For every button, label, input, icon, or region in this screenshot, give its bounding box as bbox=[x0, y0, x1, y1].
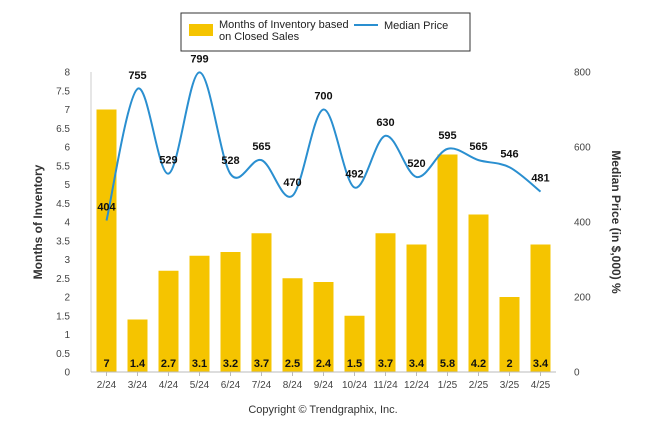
x-tick-label: 1/25 bbox=[438, 380, 458, 391]
left-tick-label: 8 bbox=[64, 68, 70, 79]
x-tick-label: 10/24 bbox=[342, 380, 367, 391]
inventory-bar bbox=[406, 244, 427, 372]
x-tick-label: 2/24 bbox=[97, 380, 117, 391]
bar-value-label: 1.4 bbox=[130, 358, 146, 370]
inventory-bar bbox=[220, 252, 241, 372]
bar-value-label: 3.4 bbox=[533, 358, 549, 370]
bar-value-label: 4.2 bbox=[471, 358, 486, 370]
x-tick-label: 8/24 bbox=[283, 380, 303, 391]
x-tick-label: 7/24 bbox=[252, 380, 272, 391]
x-tick-label: 3/24 bbox=[128, 380, 148, 391]
left-tick-label: 6.5 bbox=[56, 124, 70, 135]
median-price-label: 595 bbox=[438, 130, 456, 142]
left-tick-label: 4 bbox=[64, 218, 70, 229]
left-tick-label: 4.5 bbox=[56, 199, 70, 210]
median-price-label: 470 bbox=[283, 177, 301, 189]
legend-box bbox=[180, 12, 471, 52]
inventory-bar bbox=[468, 214, 489, 372]
bar-value-label: 2.5 bbox=[285, 358, 300, 370]
right-axis: 0 200 400 600 800 bbox=[574, 68, 591, 379]
left-tick-label: 3.5 bbox=[56, 236, 70, 247]
left-tick-label: 2 bbox=[64, 293, 70, 304]
right-axis-title: Median Price (in $,000) % bbox=[609, 150, 623, 294]
bar-series: 7 1.4 2.7 3.1 3.2 3.7 2.5 2.4 1.5 3.7 3.4 5.8 4.2 2 3.… bbox=[96, 109, 551, 372]
x-tick-label: 6/24 bbox=[221, 380, 241, 391]
left-axis-title: Months of Inventory bbox=[31, 164, 45, 279]
inventory-bar bbox=[251, 233, 272, 372]
inventory-bar bbox=[96, 109, 117, 372]
left-tick-label: 7.5 bbox=[56, 86, 70, 97]
bar-value-label: 3.7 bbox=[378, 358, 393, 370]
median-price-label: 520 bbox=[407, 158, 425, 170]
median-price-label: 630 bbox=[376, 117, 394, 129]
median-price-label: 700 bbox=[314, 91, 332, 103]
x-tick-label: 2/25 bbox=[469, 380, 489, 391]
legend-bar-label: Months of Inventory based bbox=[219, 19, 349, 31]
bar-value-label: 1.5 bbox=[347, 358, 362, 370]
median-price-label: 546 bbox=[500, 148, 518, 160]
bar-value-label: 2 bbox=[506, 358, 512, 370]
median-price-label: 799 bbox=[190, 53, 208, 65]
left-tick-label: 0 bbox=[64, 368, 70, 379]
legend-bar-swatch bbox=[189, 24, 213, 36]
bar-value-label: 5.8 bbox=[440, 358, 455, 370]
right-tick-label: 400 bbox=[574, 218, 591, 229]
median-price-label: 565 bbox=[469, 141, 487, 153]
bar-value-label: 3.7 bbox=[254, 358, 269, 370]
copyright-text: Copyright © Trendgraphix, Inc. bbox=[248, 404, 397, 416]
inventory-bar bbox=[344, 315, 365, 372]
left-axis: 0 0.5 1 1.5 2 2.5 3 3.5 4 4.5 5 5.5 6 6.5 7 7.5 8 bbox=[56, 68, 92, 379]
left-tick-label: 5.5 bbox=[56, 161, 70, 172]
left-tick-label: 7 bbox=[64, 105, 70, 116]
median-price-label: 529 bbox=[159, 155, 177, 167]
inventory-bar bbox=[530, 244, 551, 372]
median-price-label: 481 bbox=[531, 173, 549, 185]
x-tick-label: 11/24 bbox=[373, 380, 398, 391]
legend-bar-label: on Closed Sales bbox=[219, 31, 300, 43]
bar-value-label: 3.1 bbox=[192, 358, 207, 370]
right-tick-label: 200 bbox=[574, 293, 591, 304]
x-axis: 2/24 3/24 4/24 5/24 6/24 7/24 8/24 9/24 10/24 11/… bbox=[91, 371, 556, 391]
inventory-bar bbox=[282, 278, 303, 372]
left-tick-label: 5 bbox=[64, 180, 70, 191]
left-tick-label: 0.5 bbox=[56, 349, 70, 360]
left-tick-label: 1.5 bbox=[56, 311, 70, 322]
right-tick-label: 0 bbox=[574, 368, 580, 379]
left-tick-label: 1 bbox=[64, 330, 70, 341]
inventory-bar bbox=[189, 255, 210, 372]
inventory-bar bbox=[437, 154, 458, 372]
left-tick-label: 2.5 bbox=[56, 274, 70, 285]
median-price-label: 492 bbox=[345, 169, 363, 181]
bar-value-label: 2.7 bbox=[161, 358, 176, 370]
bar-value-label: 3.4 bbox=[409, 358, 425, 370]
legend-line-label: Median Price bbox=[384, 20, 448, 32]
median-price-label: 755 bbox=[128, 70, 146, 82]
inventory-bar bbox=[313, 282, 334, 372]
bar-value-label: 3.2 bbox=[223, 358, 238, 370]
right-tick-label: 600 bbox=[574, 143, 591, 154]
line-series: 404 755 529 799 528 565 470 700 492 630 520 595 565 5… bbox=[97, 53, 550, 221]
inventory-bar bbox=[158, 270, 179, 372]
x-tick-label: 4/25 bbox=[531, 380, 551, 391]
inventory-bar bbox=[127, 319, 148, 372]
x-tick-label: 5/24 bbox=[190, 380, 210, 391]
inventory-bar bbox=[375, 233, 396, 372]
bar-value-label: 2.4 bbox=[316, 358, 332, 370]
x-tick-label: 12/24 bbox=[404, 380, 429, 391]
left-tick-label: 6 bbox=[64, 143, 70, 154]
x-tick-label: 9/24 bbox=[314, 380, 334, 391]
left-tick-label: 3 bbox=[64, 255, 70, 266]
x-tick-label: 3/25 bbox=[500, 380, 520, 391]
right-tick-label: 800 bbox=[574, 68, 591, 79]
bar-value-label: 7 bbox=[103, 358, 109, 370]
median-price-label: 404 bbox=[97, 202, 116, 214]
median-price-label: 528 bbox=[221, 155, 239, 167]
inventory-bar bbox=[499, 297, 520, 372]
median-price-label: 565 bbox=[252, 141, 270, 153]
x-tick-label: 4/24 bbox=[159, 380, 179, 391]
